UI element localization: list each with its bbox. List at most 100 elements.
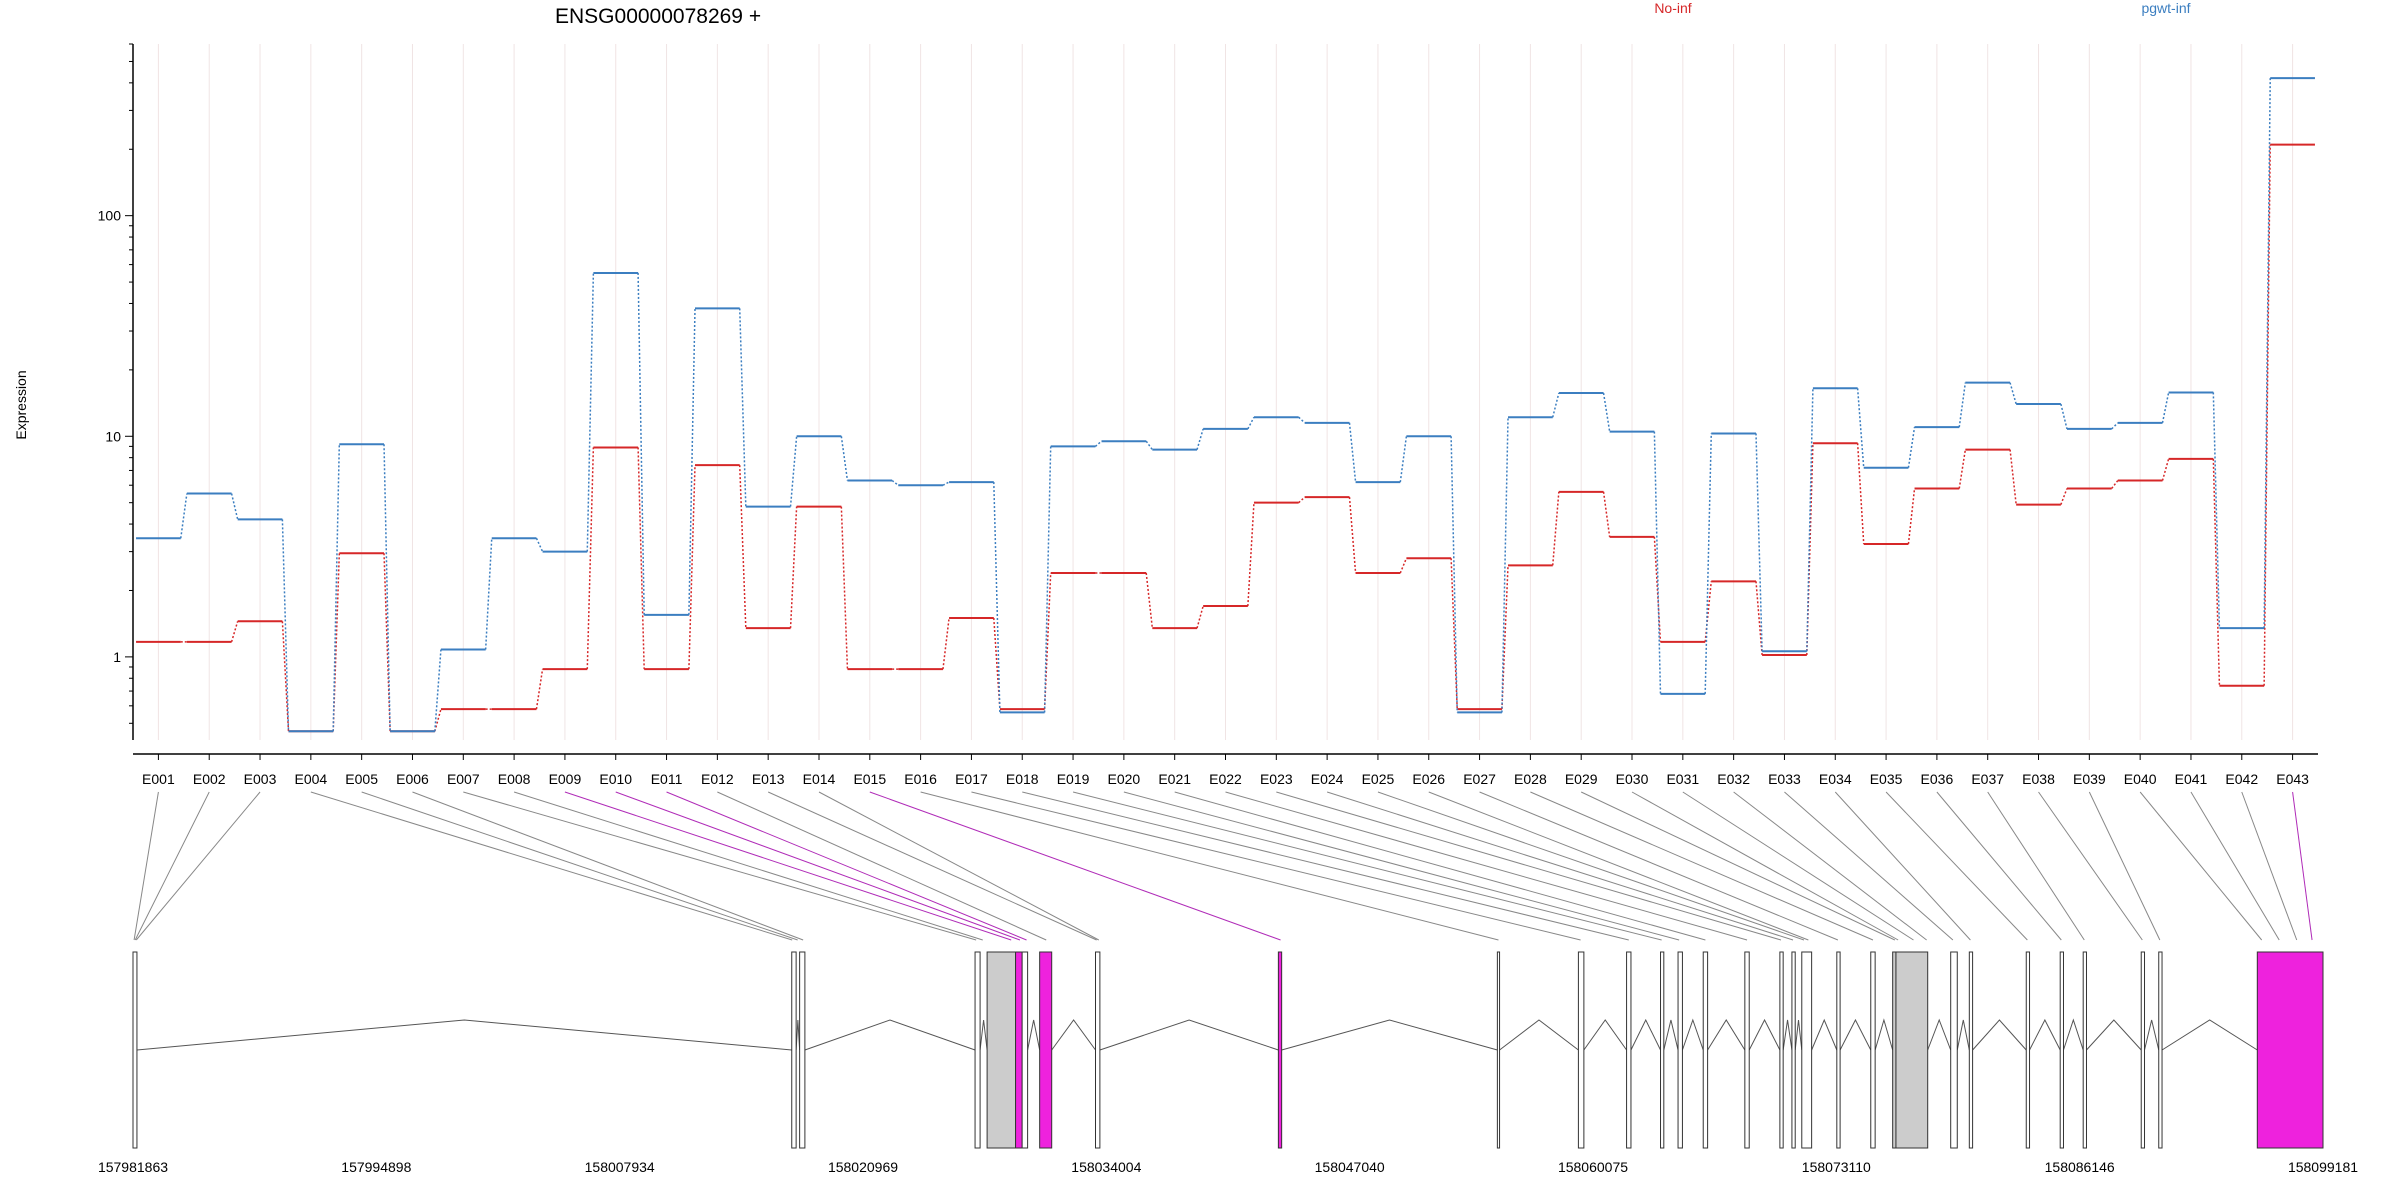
x-tick-label: E017 [955, 771, 988, 787]
expression-connector [434, 708, 442, 732]
intron-line [1956, 1019, 1970, 1051]
intron-line [2029, 1018, 2061, 1051]
exon-connector [2088, 791, 2161, 941]
x-tick-label: E027 [1463, 771, 1496, 787]
exon-connector-lines [133, 791, 2313, 941]
expression-connector [1196, 605, 1204, 629]
expression-connector [1298, 416, 1306, 424]
exon-connector [1377, 791, 1805, 941]
exon-connector [463, 791, 977, 941]
exon-connector [1276, 791, 1782, 941]
intron-line [1630, 1018, 1661, 1051]
expression-connector [434, 649, 442, 732]
expression-connector [1551, 491, 1560, 566]
exon-connector [666, 791, 1027, 941]
expression-connector [230, 493, 239, 520]
genomic-coordinate-label: 158099181 [2288, 1159, 2358, 1175]
expression-connector [738, 465, 747, 629]
exon-connector [1479, 791, 1839, 941]
exon-connector [2139, 791, 2263, 941]
expression-connector [1958, 382, 1967, 428]
exon-connector [1631, 791, 1899, 941]
exon-block [1744, 951, 1750, 1149]
y-axis-label: Expression [13, 370, 29, 439]
x-tick-label: E026 [1412, 771, 1445, 787]
x-tick-label: E005 [345, 771, 378, 787]
x-tick-label: E001 [142, 771, 175, 787]
x-tick-label: E043 [2276, 771, 2309, 787]
exon-block [1836, 951, 1841, 1149]
exon-block [1968, 951, 1974, 1149]
exon-block [1660, 951, 1665, 1149]
exon-connector [1885, 791, 2028, 941]
expression-connector [383, 444, 391, 732]
expression-connector [1298, 496, 1306, 504]
intron-line [2144, 1019, 2160, 1051]
genomic-coordinate-label: 158047040 [1315, 1159, 1385, 1175]
x-tick-label: E003 [244, 771, 277, 787]
genomic-coordinate-label: 158086146 [2045, 1159, 2115, 1175]
y-tick-label: 10 [105, 428, 121, 444]
exon-block [1895, 951, 1929, 1149]
expression-connector [484, 538, 493, 650]
x-tick-label: E023 [1260, 771, 1293, 787]
intron-line [1839, 1018, 1872, 1051]
y-tick-label: 100 [98, 208, 122, 224]
expression-connector [281, 519, 290, 732]
expression-connector [840, 506, 849, 670]
x-tick-label: E029 [1565, 771, 1598, 787]
exon-connector [1072, 791, 1662, 941]
intron-line [1782, 1019, 1793, 1051]
exon-connector [1530, 791, 1874, 941]
intron-line [2086, 1019, 2142, 1051]
intron-line [1874, 1018, 1894, 1051]
exon-block [1801, 951, 1813, 1149]
exon-block [1496, 951, 1501, 1149]
expression-connector [637, 272, 645, 615]
exon-connector [134, 791, 210, 941]
x-tick-label: E016 [904, 771, 937, 787]
exon-block [2025, 951, 2031, 1149]
intron-line [1663, 1019, 1679, 1051]
x-tick-label: E025 [1362, 771, 1395, 787]
exon-connector [1936, 791, 2062, 941]
genomic-coordinate-label: 158034004 [1071, 1159, 1141, 1175]
x-tick-label: E012 [701, 771, 734, 787]
x-axis: E001 E002 E003 E004 E005 E006 E007 E008 E009 E010… [133, 753, 2318, 787]
exon-block [1577, 951, 1585, 1149]
intron-line [1972, 1019, 2027, 1051]
exon-block [799, 951, 806, 1149]
exon-connector [135, 791, 261, 941]
x-tick-label: E008 [498, 771, 531, 787]
x-tick-label: E024 [1311, 771, 1344, 787]
exon-connector [767, 791, 1097, 941]
expression-connector [2009, 382, 2017, 405]
exon-block [1095, 951, 1101, 1149]
expression-connector [2212, 392, 2221, 629]
expression-connector [2212, 458, 2221, 686]
exon-connector [1174, 791, 1706, 941]
x-tick-label: E036 [1921, 771, 1954, 787]
expression-connector [1450, 558, 1458, 710]
expression-connector [1806, 388, 1814, 652]
expression-connector [1399, 436, 1408, 483]
exon-block [1626, 951, 1632, 1149]
legend-entry-pgwt-inf: pgwt-inf [2141, 0, 2190, 16]
expression-connector [637, 447, 645, 670]
exon-connector [513, 791, 983, 941]
x-tick-label: E039 [2073, 771, 2106, 787]
exon-block [1950, 951, 1958, 1149]
intron-line [1583, 1019, 1627, 1051]
exon-connector [2038, 791, 2143, 941]
intron-line [1794, 1019, 1803, 1051]
expression-connector [2161, 392, 2170, 424]
exon-connector [615, 791, 1021, 941]
exon-connector [361, 791, 798, 941]
x-tick-label: E028 [1514, 771, 1547, 787]
expression-connector [230, 621, 239, 643]
expression-connector [2161, 458, 2170, 481]
x-tick-label: E042 [2225, 771, 2258, 787]
exon-connector [818, 791, 1100, 941]
exon-connector [1123, 791, 1680, 941]
expression-connector [891, 479, 899, 486]
